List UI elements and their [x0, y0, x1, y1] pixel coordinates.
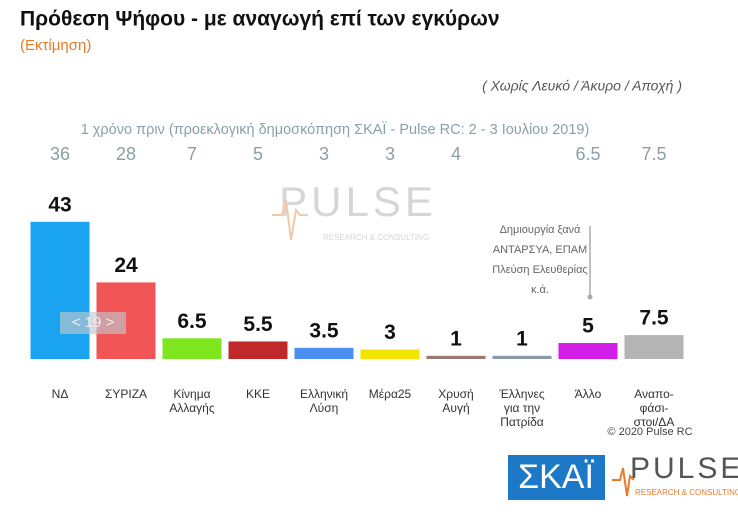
value-label: 5 [582, 315, 594, 338]
bar [228, 341, 288, 359]
value-label: 5.5 [243, 313, 273, 336]
bar [30, 221, 90, 359]
previous-value: 36 [50, 144, 70, 164]
overlay-box [60, 312, 126, 334]
x-tick-label: Κίνημα Αλλαγής [169, 387, 215, 415]
bar [624, 335, 684, 359]
x-tick-label: Έλληνες για την Πατρίδα [499, 387, 545, 429]
x-tick-label: Μέρα25 [368, 387, 412, 401]
x-tick-label: ΣΥΡΙΖΑ [104, 387, 148, 401]
previous-value: 6.5 [575, 144, 600, 164]
previous-value: 3 [385, 144, 395, 164]
previous-value: 4 [451, 144, 461, 164]
value-label: 3 [384, 321, 396, 344]
x-tick-label: Αναπο- φάσι- στοι/ΔΑ [633, 387, 675, 429]
logo-pulse: PULSE [630, 452, 738, 485]
watermark: PULSE [279, 178, 437, 225]
annotation: Δημιουργία ξανά ΑΝΤΑΡΣΥΑ, ΕΠΑΜ Πλεύση Ελ… [492, 224, 588, 296]
value-label: 43 [48, 193, 71, 216]
logo-skai: ΣΚΑΪ [518, 458, 594, 496]
copyright: © 2020 Pulse RC [607, 426, 692, 438]
x-tick-label: Ελληνική Λύση [299, 387, 349, 415]
previous-label: 1 χρόνο πριν (προεκλογική δημοσκόπηση ΣΚ… [81, 121, 590, 138]
bar [294, 347, 354, 359]
x-tick-label: ΚΚΕ [245, 387, 270, 401]
previous-value: 3 [319, 144, 329, 164]
x-tick-label: Χρυσή Αυγή [438, 387, 474, 415]
x-tick-label: Άλλο [574, 387, 602, 401]
bar [492, 355, 552, 359]
previous-value: 28 [116, 144, 136, 164]
note: ( Χωρίς Λευκό / Άκυρο / Αποχή ) [482, 78, 682, 94]
bar [162, 338, 222, 359]
chart-subtitle: (Εκτίμηση) [20, 37, 91, 54]
overlay-label: < 19 > [72, 314, 115, 331]
bar [360, 349, 420, 359]
value-label: 7.5 [639, 307, 669, 330]
bar [558, 343, 618, 359]
value-label: 1 [516, 327, 528, 350]
value-label: 1 [450, 327, 462, 350]
logo-pulse-icon [612, 467, 635, 497]
watermark-icon [272, 199, 308, 241]
value-label: 24 [114, 254, 138, 277]
logo-skai-box [508, 455, 605, 500]
annotation-dot [587, 294, 593, 300]
logo-pulse-sub: RESEARCH & CONSULTING [635, 488, 738, 497]
previous-value: 7.5 [641, 144, 666, 164]
value-label: 3.5 [309, 319, 339, 342]
watermark-sub: RESEARCH & CONSULTING [323, 233, 429, 242]
bar [426, 355, 486, 359]
x-tick-label: ΝΔ [51, 387, 69, 401]
previous-value: 7 [187, 144, 197, 164]
previous-value: 5 [253, 144, 263, 164]
chart-title: Πρόθεση Ψήφου - με αναγωγή επί των εγκύρ… [20, 8, 500, 31]
value-label: 6.5 [177, 310, 207, 333]
